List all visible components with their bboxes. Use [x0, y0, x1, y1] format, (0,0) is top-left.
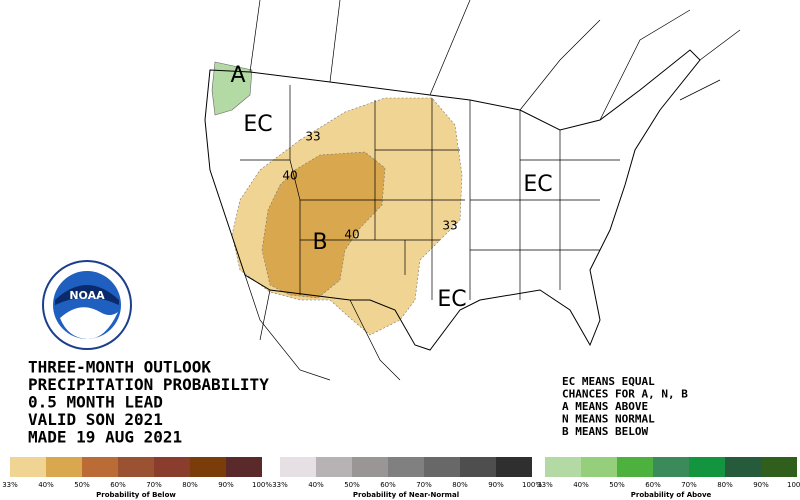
scale-tick-label: 80% [452, 481, 468, 489]
scale-tick-label: 80% [717, 481, 733, 489]
scale-tick-label: 90% [753, 481, 769, 489]
color-swatch [581, 457, 617, 477]
map-outlines [204, 0, 741, 381]
color-swatch [689, 457, 725, 477]
contour-label: 33 [305, 130, 320, 144]
contour-label: 40 [344, 228, 359, 242]
color-swatch [46, 457, 82, 477]
color-swatch [460, 457, 496, 477]
outlook-line: THREE-MONTH OUTLOOK [28, 358, 211, 377]
scale-tick-label: 40% [308, 481, 324, 489]
mexico-lines [244, 274, 401, 381]
note-line: A MEANS ABOVE [562, 400, 648, 413]
scale-tick-label: 80% [182, 481, 198, 489]
scale-tick-label: 50% [344, 481, 360, 489]
scale-tick-label: 70% [416, 481, 432, 489]
note-line: CHANCES FOR A, N, B [562, 388, 688, 401]
logo-text: NOAA [69, 289, 105, 302]
us-outline [204, 49, 701, 351]
color-swatch [352, 457, 388, 477]
outlook-line: 0.5 MONTH LEAD [28, 393, 163, 412]
color-swatch [424, 457, 460, 477]
scale-tick-label: 90% [218, 481, 234, 489]
color-swatch [725, 457, 761, 477]
color-swatch [496, 457, 532, 477]
outlook-line: VALID SON 2021 [28, 410, 163, 429]
scale-tick-label: 60% [110, 481, 126, 489]
scale-tick-label: 50% [74, 481, 90, 489]
scale-tick-label: 40% [573, 481, 589, 489]
scale-tick-label: 60% [380, 481, 396, 489]
color-swatch [617, 457, 653, 477]
color-swatch [761, 457, 797, 477]
color-swatch [10, 457, 46, 477]
color-swatch [190, 457, 226, 477]
color-scales: 33% 40% 50% 60% 70% 80% 90% 100% Probability of … [2, 457, 800, 499]
color-swatch [653, 457, 689, 477]
color-swatch [316, 457, 352, 477]
scale-tick-label: 60% [645, 481, 661, 489]
color-swatch [226, 457, 262, 477]
scale-tick-label: 70% [681, 481, 697, 489]
scale-tick-label: 100% [522, 481, 542, 489]
region-label: B [312, 230, 327, 255]
below-40-region [261, 151, 386, 299]
note-line: N MEANS NORMAL [562, 413, 655, 426]
canada-lines [249, 0, 741, 121]
state-lines [240, 85, 620, 300]
color-swatch [388, 457, 424, 477]
above-region [211, 61, 253, 116]
region-label: EC [523, 172, 552, 197]
map-labels: EC EC EC A B 33 40 40 33 [230, 63, 552, 312]
outlook-line: PRECIPITATION PROBABILITY [28, 375, 269, 394]
scale-title: Probability of Near-Normal [353, 491, 459, 499]
scale-tick-label: 90% [488, 481, 504, 489]
scale-tick-label: 33% [272, 481, 288, 489]
color-swatch [545, 457, 581, 477]
outlook-line: MADE 19 AUG 2021 [28, 428, 182, 447]
note-line: EC MEANS EQUAL [562, 375, 655, 388]
scale-title: Probability of Above [631, 491, 712, 499]
contour-label: 40 [282, 169, 297, 183]
scale-tick-label: 100% [252, 481, 272, 489]
color-swatch [82, 457, 118, 477]
region-label: EC [243, 112, 272, 137]
scale-tick-label: 40% [38, 481, 54, 489]
color-swatch [154, 457, 190, 477]
color-swatch [118, 457, 154, 477]
regions [211, 61, 463, 336]
scale-title: Probability of Below [96, 491, 176, 499]
contour-label: 33 [442, 219, 457, 233]
scale-tick-label: 70% [146, 481, 162, 489]
scale-tick-label: 50% [609, 481, 625, 489]
region-label: A [230, 63, 245, 88]
scale-tick-label: 33% [537, 481, 553, 489]
noaa-logo: NOAA [42, 260, 132, 350]
note-line: B MEANS BELOW [562, 425, 648, 438]
scale-tick-label: 100% [787, 481, 800, 489]
region-label: EC [437, 287, 466, 312]
color-swatch [280, 457, 316, 477]
scale-tick-label: 33% [2, 481, 18, 489]
